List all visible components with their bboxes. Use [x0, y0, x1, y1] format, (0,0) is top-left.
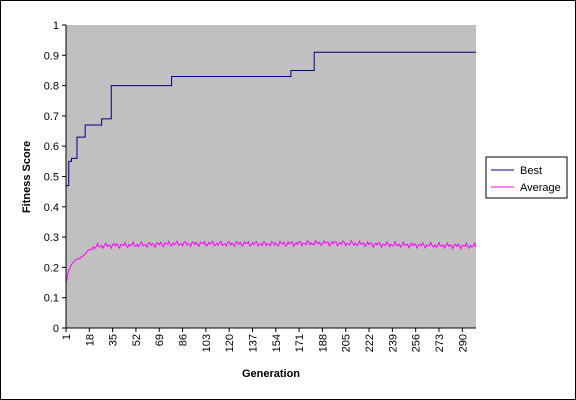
- y-tick-label: 0.8: [44, 81, 59, 93]
- legend-label-average: Average: [520, 182, 561, 194]
- x-tick-label: 18: [84, 334, 96, 346]
- x-tick-label: 154: [271, 334, 283, 352]
- x-tick-label: 35: [108, 334, 120, 346]
- x-axis-ticks: 1 18 35 52 69 86 103 120 137 154 171 188 205 222 239 25…: [61, 328, 469, 352]
- x-tick-label: 137: [247, 334, 259, 352]
- y-tick-label: 0.5: [44, 172, 59, 184]
- y-tick-label: 0.3: [44, 232, 59, 244]
- legend-label-best: Best: [520, 165, 542, 177]
- y-tick-label: 0.2: [44, 262, 59, 274]
- legend: Best Average: [485, 156, 568, 199]
- legend-box: [485, 156, 568, 199]
- x-tick-label: 171: [294, 334, 306, 352]
- x-tick-label: 188: [317, 334, 329, 352]
- y-axis-title: Fitness Score: [21, 141, 33, 213]
- y-axis-ticks: 0 0.1 0.2 0.3 0.4 0.5 0.6 0.7 0.8 0.9 1: [44, 20, 66, 335]
- x-tick-label: 205: [341, 334, 353, 352]
- series-layer: [65, 51, 477, 283]
- x-axis-title: Generation: [242, 368, 300, 380]
- x-tick-label: 273: [434, 334, 446, 352]
- x-tick-label: 256: [411, 334, 423, 352]
- y-tick-label: 0.4: [44, 202, 59, 214]
- y-tick-label: 1: [53, 20, 59, 32]
- x-tick-label: 290: [457, 334, 469, 352]
- y-tick-label: 0.9: [44, 50, 59, 62]
- x-tick-label: 222: [364, 334, 376, 352]
- y-tick-label: 0.1: [44, 293, 59, 305]
- x-tick-label: 52: [131, 334, 143, 346]
- series-line-best: [66, 51, 476, 187]
- plot-area: [66, 25, 476, 328]
- x-tick-label: 1: [61, 334, 73, 340]
- x-tick-label: 239: [387, 334, 399, 352]
- y-tick-label: 0.6: [44, 141, 59, 153]
- series-line-average: [65, 239, 477, 283]
- y-tick-label: 0.7: [44, 111, 59, 123]
- y-tick-label: 0: [53, 323, 59, 335]
- x-tick-label: 103: [201, 334, 213, 352]
- x-tick-label: 86: [178, 334, 190, 346]
- x-tick-label: 69: [154, 334, 166, 346]
- x-tick-label: 120: [224, 334, 236, 352]
